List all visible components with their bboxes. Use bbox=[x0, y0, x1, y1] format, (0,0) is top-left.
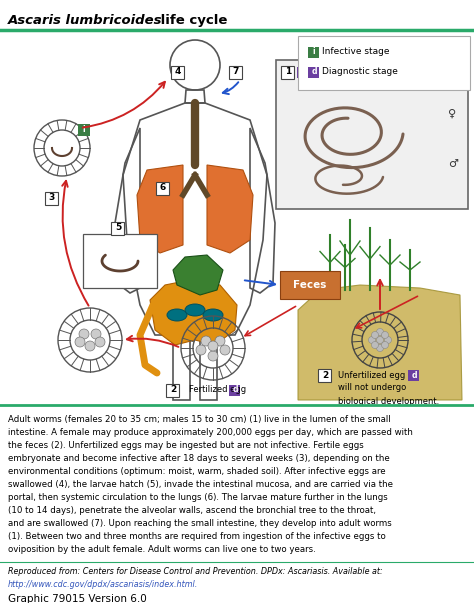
Text: Fertilized egg: Fertilized egg bbox=[189, 385, 246, 394]
Circle shape bbox=[91, 329, 101, 339]
Text: 7: 7 bbox=[233, 68, 239, 77]
Text: intestine. A female may produce approximately 200,000 eggs per day, which are pa: intestine. A female may produce approxim… bbox=[8, 428, 413, 437]
Polygon shape bbox=[150, 280, 237, 345]
Text: 3: 3 bbox=[49, 194, 55, 203]
FancyBboxPatch shape bbox=[166, 384, 180, 397]
FancyBboxPatch shape bbox=[156, 182, 170, 195]
Text: (1). Between two and three months are required from ingestion of the infective e: (1). Between two and three months are re… bbox=[8, 532, 386, 541]
FancyBboxPatch shape bbox=[111, 221, 125, 235]
Circle shape bbox=[208, 341, 218, 351]
FancyBboxPatch shape bbox=[276, 60, 468, 209]
FancyBboxPatch shape bbox=[319, 368, 331, 382]
Text: 5: 5 bbox=[115, 224, 121, 233]
Text: portal, then systemic circulation to the lungs (6). The larvae mature further in: portal, then systemic circulation to the… bbox=[8, 493, 388, 502]
Text: d: d bbox=[232, 385, 238, 394]
Ellipse shape bbox=[185, 304, 205, 316]
FancyBboxPatch shape bbox=[298, 36, 470, 90]
Circle shape bbox=[220, 345, 230, 355]
Circle shape bbox=[382, 341, 389, 349]
Text: (10 to 14 days), penetrate the alveolar walls, ascend the bronchial tree to the : (10 to 14 days), penetrate the alveolar … bbox=[8, 506, 376, 515]
Text: Ascaris lumbricoides: Ascaris lumbricoides bbox=[8, 14, 163, 27]
Circle shape bbox=[196, 345, 206, 355]
Circle shape bbox=[95, 337, 105, 347]
Text: biological development.: biological development. bbox=[338, 397, 439, 405]
FancyBboxPatch shape bbox=[83, 234, 157, 288]
Polygon shape bbox=[298, 285, 462, 400]
FancyBboxPatch shape bbox=[78, 124, 90, 136]
Circle shape bbox=[372, 332, 379, 338]
FancyBboxPatch shape bbox=[172, 66, 184, 78]
FancyBboxPatch shape bbox=[309, 46, 319, 57]
Circle shape bbox=[368, 336, 375, 344]
Text: d: d bbox=[311, 68, 317, 77]
Polygon shape bbox=[173, 255, 223, 295]
FancyBboxPatch shape bbox=[309, 66, 319, 78]
Text: will not undergo: will not undergo bbox=[338, 384, 406, 393]
Circle shape bbox=[79, 329, 89, 339]
Text: Graphic 79015 Version 6.0: Graphic 79015 Version 6.0 bbox=[8, 594, 147, 603]
Text: 2: 2 bbox=[322, 370, 328, 379]
FancyBboxPatch shape bbox=[409, 370, 419, 380]
Circle shape bbox=[75, 337, 85, 347]
FancyBboxPatch shape bbox=[229, 66, 243, 78]
FancyBboxPatch shape bbox=[280, 271, 340, 299]
Ellipse shape bbox=[167, 309, 187, 321]
Text: oviposition by the adult female. Adult worms can live one to two years.: oviposition by the adult female. Adult w… bbox=[8, 545, 316, 554]
Text: and are swallowed (7). Upon reaching the small intestine, they develop into adul: and are swallowed (7). Upon reaching the… bbox=[8, 519, 392, 528]
Text: i: i bbox=[313, 48, 315, 57]
Text: ♀: ♀ bbox=[448, 109, 456, 119]
Circle shape bbox=[372, 341, 379, 349]
FancyBboxPatch shape bbox=[282, 66, 294, 78]
Text: the feces (2). Unfertilized eggs may be ingested but are not infective. Fertile : the feces (2). Unfertilized eggs may be … bbox=[8, 441, 364, 450]
Text: ♂: ♂ bbox=[448, 159, 458, 169]
Text: embryonate and become infective after 18 days to several weeks (3), depending on: embryonate and become infective after 18… bbox=[8, 454, 390, 463]
Circle shape bbox=[376, 336, 383, 344]
Text: Diagnostic stage: Diagnostic stage bbox=[322, 68, 398, 77]
FancyBboxPatch shape bbox=[229, 385, 240, 396]
FancyBboxPatch shape bbox=[46, 192, 58, 204]
Text: 2: 2 bbox=[170, 385, 176, 394]
Polygon shape bbox=[207, 165, 253, 253]
Text: Feces: Feces bbox=[293, 280, 327, 290]
Text: http://www.cdc.gov/dpdx/ascariasis/index.html.: http://www.cdc.gov/dpdx/ascariasis/index… bbox=[8, 580, 198, 589]
Circle shape bbox=[85, 341, 95, 351]
Text: Unfertilized egg: Unfertilized egg bbox=[338, 370, 405, 379]
Text: swallowed (4), the larvae hatch (5), invade the intestinal mucosa, and are carri: swallowed (4), the larvae hatch (5), inv… bbox=[8, 480, 393, 489]
Text: Adult worms (females 20 to 35 cm; males 15 to 30 cm) (1) live in the lumen of th: Adult worms (females 20 to 35 cm; males … bbox=[8, 415, 391, 424]
Text: Reproduced from: Centers for Disease Control and Prevention. DPDx: Ascariasis. A: Reproduced from: Centers for Disease Con… bbox=[8, 567, 383, 576]
Circle shape bbox=[384, 336, 392, 344]
Text: life cycle: life cycle bbox=[156, 14, 228, 27]
Text: i: i bbox=[82, 125, 85, 134]
Text: Infective stage: Infective stage bbox=[322, 48, 390, 57]
Text: 4: 4 bbox=[175, 68, 181, 77]
Text: d: d bbox=[411, 370, 417, 379]
Text: d: d bbox=[300, 68, 306, 77]
Circle shape bbox=[215, 336, 225, 346]
Circle shape bbox=[376, 344, 383, 352]
Text: 1: 1 bbox=[285, 68, 291, 77]
Circle shape bbox=[382, 332, 389, 338]
Circle shape bbox=[201, 336, 211, 346]
FancyBboxPatch shape bbox=[298, 66, 309, 78]
Text: environmental conditions (optimum: moist, warm, shaded soil). After infective eg: environmental conditions (optimum: moist… bbox=[8, 467, 386, 476]
Circle shape bbox=[376, 329, 383, 335]
Text: 6: 6 bbox=[160, 183, 166, 192]
Polygon shape bbox=[137, 165, 183, 253]
Circle shape bbox=[208, 351, 218, 361]
Ellipse shape bbox=[203, 309, 223, 321]
